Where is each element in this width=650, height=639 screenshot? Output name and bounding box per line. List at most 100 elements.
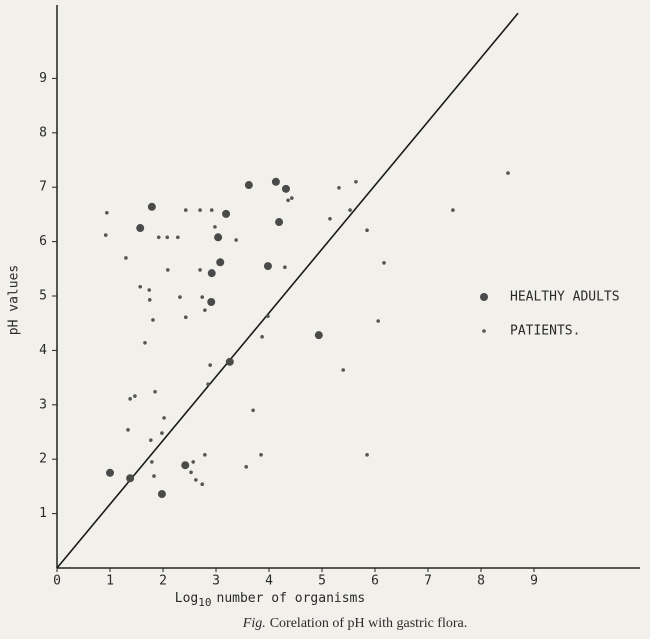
y-tick-label: 5 xyxy=(39,289,47,304)
y-tick-label: 9 xyxy=(39,71,47,86)
point xyxy=(382,261,386,265)
point xyxy=(203,453,207,457)
x-axis-label: Log10 number of organisms xyxy=(175,591,365,610)
point xyxy=(207,269,216,278)
legend-label: HEALTHY ADULTS xyxy=(510,290,620,305)
point xyxy=(151,318,155,322)
point xyxy=(124,256,128,260)
y-tick-label: 3 xyxy=(39,397,47,412)
caption-prefix: Fig. xyxy=(242,616,266,631)
point xyxy=(152,474,156,478)
point xyxy=(213,225,217,229)
point xyxy=(200,482,205,487)
x-tick-label: 7 xyxy=(424,574,432,589)
point xyxy=(191,460,196,464)
caption: Fig. Corelation of pH with gastric flora. xyxy=(242,616,467,631)
point xyxy=(365,228,369,232)
point xyxy=(181,461,190,470)
point xyxy=(244,465,249,469)
point xyxy=(263,262,272,271)
point xyxy=(341,368,346,372)
point xyxy=(289,196,294,200)
y-tick-label: 4 xyxy=(39,343,47,358)
point xyxy=(150,460,154,464)
x-tick-label: 9 xyxy=(530,574,538,589)
point xyxy=(376,319,380,323)
point xyxy=(354,179,358,184)
x-tick-label: 2 xyxy=(159,574,167,589)
y-axis-label: pH values xyxy=(7,265,22,335)
point xyxy=(143,341,147,345)
point xyxy=(176,235,180,240)
point xyxy=(165,235,170,240)
x-label-rest: number of organisms xyxy=(217,591,366,606)
point xyxy=(314,331,323,340)
point xyxy=(451,208,455,212)
x-tick-label: 0 xyxy=(53,574,61,589)
y-tick-label: 2 xyxy=(39,452,47,467)
y-tick-label: 8 xyxy=(39,125,47,140)
x-label-subscript: 10 xyxy=(198,596,211,609)
point xyxy=(157,490,166,499)
point xyxy=(348,208,352,212)
point xyxy=(244,181,253,190)
legend-label: PATIENTS. xyxy=(510,324,580,339)
point xyxy=(198,208,202,212)
x-tick-label: 6 xyxy=(371,574,379,589)
x-tick-label: 5 xyxy=(318,574,326,589)
point xyxy=(207,298,216,307)
point xyxy=(128,397,132,401)
x-tick-label: 4 xyxy=(265,574,273,589)
point xyxy=(105,210,109,215)
legend-marker xyxy=(482,329,486,333)
x-tick-label: 8 xyxy=(477,574,485,589)
point xyxy=(251,408,255,413)
point xyxy=(365,453,369,457)
point xyxy=(147,202,156,211)
x-tick-label: 3 xyxy=(212,574,220,589)
reference-line xyxy=(56,12,519,569)
point xyxy=(337,185,341,190)
point xyxy=(281,184,290,193)
point xyxy=(234,238,238,242)
point xyxy=(214,233,223,242)
point xyxy=(160,431,164,435)
point xyxy=(165,268,170,272)
point xyxy=(198,268,202,272)
y-tick-label: 7 xyxy=(39,180,47,195)
point xyxy=(106,468,114,477)
point xyxy=(178,295,182,299)
x-label-base: Log xyxy=(175,591,198,606)
point xyxy=(286,198,290,203)
point xyxy=(206,382,210,386)
x-tick-label: 1 xyxy=(106,574,114,589)
point xyxy=(149,438,153,442)
y-tick-label: 1 xyxy=(39,506,47,521)
point xyxy=(216,258,225,267)
point xyxy=(183,315,188,320)
point xyxy=(189,470,193,475)
point xyxy=(275,218,284,227)
point xyxy=(208,363,212,367)
point xyxy=(136,224,145,233)
point xyxy=(506,171,510,175)
point xyxy=(225,357,234,366)
point xyxy=(260,335,264,339)
point xyxy=(133,394,137,398)
point xyxy=(156,235,161,240)
point xyxy=(126,428,130,432)
caption-text: Corelation of pH with gastric flora. xyxy=(270,616,468,631)
point xyxy=(126,474,135,483)
point xyxy=(259,453,263,457)
point xyxy=(147,288,152,292)
point xyxy=(222,209,231,218)
point xyxy=(271,177,280,186)
point xyxy=(162,416,166,420)
point xyxy=(147,298,152,302)
y-tick-label: 6 xyxy=(39,234,47,249)
legend-marker xyxy=(480,293,488,301)
point xyxy=(328,216,332,221)
point xyxy=(183,208,188,212)
